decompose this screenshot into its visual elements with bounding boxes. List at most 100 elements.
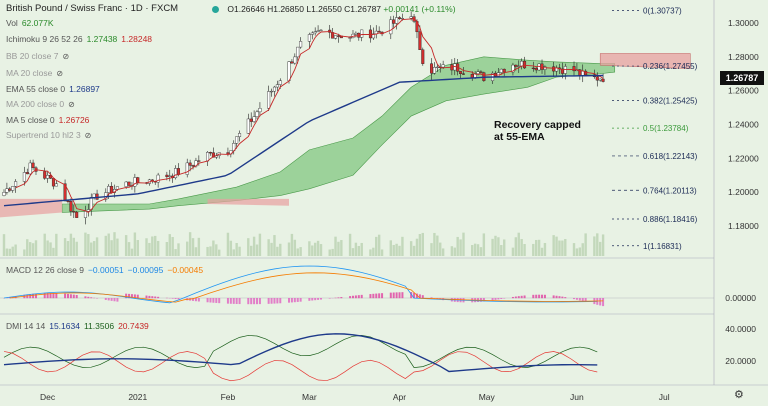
volume-bar xyxy=(511,247,515,256)
macd-histogram-bar xyxy=(372,293,375,299)
chart-title: British Pound / Swiss Franc · 1D · FXCM xyxy=(6,3,179,14)
volume-bar xyxy=(31,243,35,256)
volume-bar xyxy=(148,242,151,256)
macd-histogram-bar xyxy=(128,293,131,299)
macd-histogram-bar xyxy=(273,298,276,304)
macd-histogram-bar xyxy=(288,298,291,303)
candle-down xyxy=(336,35,340,37)
volume-bar xyxy=(26,239,29,256)
volume-bar xyxy=(430,243,433,256)
hidden-eye-icon[interactable]: ⊘ xyxy=(68,100,75,109)
candle-up xyxy=(168,175,172,177)
volume-bar xyxy=(537,239,541,256)
volume-bar xyxy=(52,247,55,256)
macd-histogram-bar xyxy=(337,297,340,299)
volume-bar xyxy=(174,249,177,256)
candle-up xyxy=(319,29,323,32)
macd-histogram-bar xyxy=(497,298,500,300)
volume-bar xyxy=(555,236,558,256)
volume-bar xyxy=(369,249,372,256)
fib-label: 0.618(1.22143) xyxy=(643,152,698,161)
volume-bar xyxy=(598,241,602,256)
macd-histogram-bar xyxy=(84,296,87,299)
volume-bar xyxy=(247,238,250,256)
volume-bar xyxy=(258,233,262,256)
candle-down xyxy=(51,178,55,187)
candle-down xyxy=(25,172,29,175)
hidden-eye-icon[interactable]: ⊘ xyxy=(84,131,92,140)
hidden-eye-icon[interactable]: ⊘ xyxy=(62,52,70,61)
candle-up xyxy=(83,211,87,218)
volume-bar xyxy=(540,247,544,256)
volume-bar xyxy=(133,232,137,256)
candle-up xyxy=(28,162,32,175)
candle-up xyxy=(435,66,439,69)
legend-dmi[interactable]: DMI 14 14 15.1634 11.3506 20.7439 xyxy=(6,321,149,331)
macd-histogram-bar xyxy=(482,298,485,302)
macd-histogram-bar xyxy=(299,298,302,302)
fib-label: 0.5(1.23784) xyxy=(643,124,689,133)
volume-bar xyxy=(276,246,279,256)
volume-bar xyxy=(354,242,358,256)
gear-icon[interactable]: ⚙ xyxy=(734,389,744,401)
volume-bar xyxy=(273,235,276,256)
candle-down xyxy=(368,29,372,39)
macd-histogram-bar xyxy=(52,293,55,299)
legend-ichimoku[interactable]: Ichimoku 9 26 52 26 1.27438 1.28248 xyxy=(6,34,153,44)
volume-bar xyxy=(503,239,506,256)
legend-vol[interactable]: Vol 62.077K xyxy=(6,18,54,28)
volume-bar xyxy=(127,242,131,256)
macd-histogram-bar xyxy=(494,298,497,300)
macd-histogram-bar xyxy=(584,298,587,302)
x-tick-label: Mar xyxy=(302,392,317,402)
macd-histogram-bar xyxy=(561,296,564,299)
candle-up xyxy=(278,80,282,85)
volume-bar xyxy=(584,233,587,256)
macd-histogram-bar xyxy=(232,298,235,304)
y-tick-label: 1.22000 xyxy=(728,153,759,163)
volume-bar xyxy=(11,246,14,256)
hidden-eye-icon[interactable]: ⊘ xyxy=(56,69,64,78)
volume-bar xyxy=(107,233,110,256)
macd-histogram-bar xyxy=(133,294,136,299)
change-value: +0.00141 (+0.11%) xyxy=(383,4,456,14)
x-tick-label: Dec xyxy=(40,392,56,402)
legend-supertrend[interactable]: Supertrend 10 hl2 3 ⊘ xyxy=(6,130,92,140)
y-tick-label: 1.26000 xyxy=(728,86,759,96)
volume-bar xyxy=(331,248,334,256)
candle-up xyxy=(334,35,338,39)
legend-bb[interactable]: BB 20 close 7 ⊘ xyxy=(6,51,70,61)
volume-bar xyxy=(476,244,480,256)
candle-up xyxy=(156,174,160,183)
macd-histogram-bar xyxy=(334,297,337,299)
volume-bar xyxy=(46,240,49,256)
legend-ma200[interactable]: MA 200 close 0 ⊘ xyxy=(6,99,75,109)
macd-histogram-bar xyxy=(107,298,110,301)
macd-histogram-bar xyxy=(520,295,523,299)
volume-bar xyxy=(514,237,518,256)
legend-ma20[interactable]: MA 20 close ⊘ xyxy=(6,68,64,78)
candle-up xyxy=(270,90,274,93)
volume-bar xyxy=(398,245,401,256)
volume-bar xyxy=(357,245,361,256)
legend-macd[interactable]: MACD 12 26 close 9 −0.00051 −0.00095 −0.000… xyxy=(6,265,204,275)
candle-up xyxy=(267,91,271,109)
macd-histogram-bar xyxy=(381,293,384,299)
legend-ema55[interactable]: EMA 55 close 0 1.26897 xyxy=(6,84,100,94)
candle-up xyxy=(5,188,9,193)
volume-bar xyxy=(165,242,169,256)
candle-up xyxy=(124,181,128,187)
candle-up xyxy=(409,16,413,19)
macd-histogram-bar xyxy=(113,298,116,302)
volume-bar xyxy=(418,234,422,256)
macd-histogram-bar xyxy=(317,298,320,300)
legend-ma5[interactable]: MA 5 close 0 1.26726 xyxy=(6,115,90,125)
volume-bar xyxy=(14,244,17,256)
ma5-line xyxy=(15,18,604,213)
volume-bar xyxy=(28,242,32,256)
volume-bar xyxy=(471,245,474,256)
volume-bar xyxy=(558,240,561,256)
volume-bar xyxy=(392,244,395,256)
